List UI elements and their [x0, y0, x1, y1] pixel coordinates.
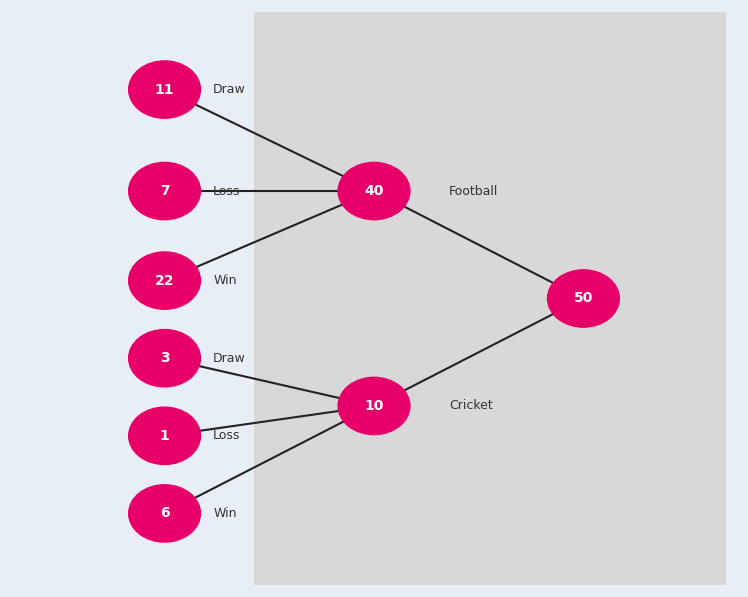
Circle shape — [129, 252, 200, 309]
Circle shape — [129, 485, 200, 542]
Text: 11: 11 — [155, 82, 174, 97]
Text: 7: 7 — [160, 184, 169, 198]
Circle shape — [338, 162, 410, 220]
Text: Win: Win — [213, 507, 236, 520]
Text: 3: 3 — [160, 351, 169, 365]
Text: 6: 6 — [160, 506, 169, 521]
Text: Draw: Draw — [213, 83, 246, 96]
Text: Win: Win — [213, 274, 236, 287]
Circle shape — [548, 270, 619, 327]
Circle shape — [129, 330, 200, 387]
Text: 40: 40 — [364, 184, 384, 198]
Text: Draw: Draw — [213, 352, 246, 365]
Bar — [254, 12, 726, 585]
Text: Loss: Loss — [213, 429, 241, 442]
Text: Loss: Loss — [213, 184, 241, 198]
Circle shape — [129, 407, 200, 464]
Circle shape — [129, 61, 200, 118]
Text: 50: 50 — [574, 291, 593, 306]
Circle shape — [338, 377, 410, 435]
Text: 22: 22 — [155, 273, 174, 288]
Text: 1: 1 — [159, 429, 170, 443]
Circle shape — [129, 162, 200, 220]
Text: Football: Football — [449, 184, 498, 198]
Text: Cricket: Cricket — [449, 399, 492, 413]
Text: 10: 10 — [364, 399, 384, 413]
